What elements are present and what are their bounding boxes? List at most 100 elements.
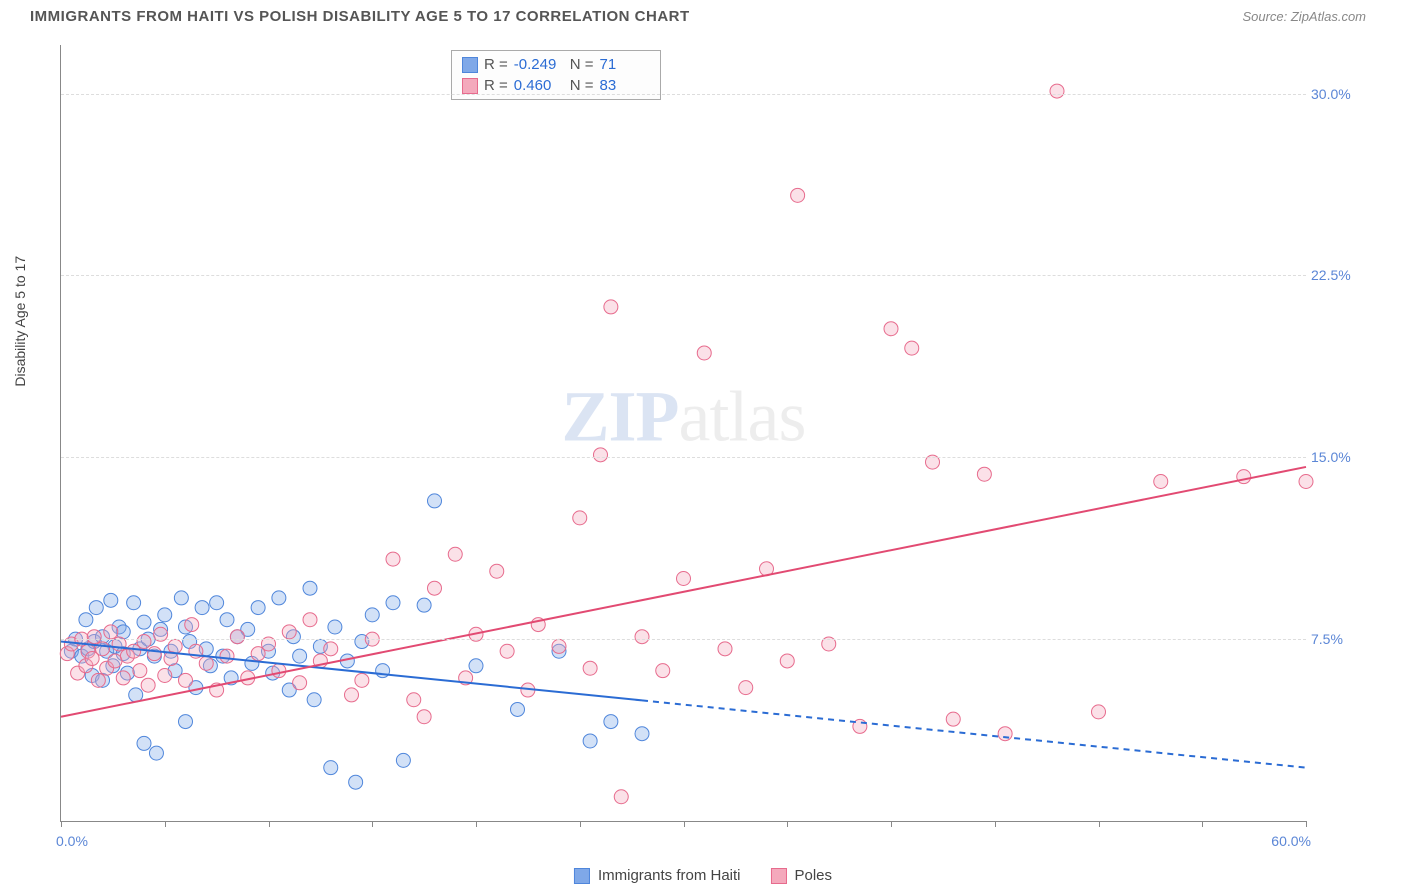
data-point	[697, 346, 711, 360]
chart-svg	[61, 45, 1306, 821]
y-tick-label: 22.5%	[1311, 267, 1366, 283]
plot-area: ZIPatlas R = -0.249 N = 71 R = 0.460 N =…	[60, 45, 1306, 822]
data-point	[490, 564, 504, 578]
data-point	[977, 467, 991, 481]
data-point	[137, 635, 151, 649]
data-point	[469, 659, 483, 673]
data-point	[365, 608, 379, 622]
data-point	[884, 322, 898, 336]
data-point	[614, 790, 628, 804]
data-point	[1092, 705, 1106, 719]
data-point	[230, 630, 244, 644]
data-point	[656, 664, 670, 678]
y-tick-label: 15.0%	[1311, 449, 1366, 465]
data-point	[573, 511, 587, 525]
series-swatch	[462, 57, 478, 73]
data-point	[147, 647, 161, 661]
data-point	[168, 639, 182, 653]
data-point	[293, 676, 307, 690]
data-point	[396, 753, 410, 767]
data-point	[1050, 84, 1064, 98]
data-point	[179, 715, 193, 729]
data-point	[199, 656, 213, 670]
data-point	[349, 775, 363, 789]
grid-line	[61, 457, 1306, 458]
trend-line-extrapolated	[642, 700, 1306, 767]
data-point	[583, 734, 597, 748]
x-tick	[787, 821, 788, 827]
data-point	[303, 581, 317, 595]
data-point	[718, 642, 732, 656]
data-point	[251, 601, 265, 615]
x-tick	[1099, 821, 1100, 827]
data-point	[137, 736, 151, 750]
data-point	[79, 613, 93, 627]
data-point	[635, 727, 649, 741]
data-point	[179, 673, 193, 687]
data-point	[272, 664, 286, 678]
x-tick	[1202, 821, 1203, 827]
x-tick	[61, 821, 62, 827]
chart-container: Disability Age 5 to 17 ZIPatlas R = -0.2…	[30, 35, 1376, 852]
x-tick	[372, 821, 373, 827]
data-point	[780, 654, 794, 668]
data-point	[137, 615, 151, 629]
x-tick	[995, 821, 996, 827]
data-point	[91, 673, 105, 687]
data-point	[511, 702, 525, 716]
chart-title: IMMIGRANTS FROM HAITI VS POLISH DISABILI…	[30, 8, 690, 25]
y-axis-label: Disability Age 5 to 17	[12, 255, 28, 386]
data-point	[174, 591, 188, 605]
r-label: R =	[484, 54, 508, 75]
data-point	[791, 188, 805, 202]
legend-item: Poles	[771, 867, 833, 884]
data-point	[272, 591, 286, 605]
data-point	[149, 746, 163, 760]
source-attribution: Source: ZipAtlas.com	[1242, 9, 1366, 24]
data-point	[89, 601, 103, 615]
data-point	[185, 618, 199, 632]
n-value: 71	[600, 54, 650, 75]
data-point	[220, 649, 234, 663]
data-point	[417, 598, 431, 612]
data-point	[1154, 475, 1168, 489]
x-tick	[1306, 821, 1307, 827]
data-point	[133, 664, 147, 678]
data-point	[998, 727, 1012, 741]
data-point	[87, 630, 101, 644]
data-point	[195, 601, 209, 615]
data-point	[739, 681, 753, 695]
data-point	[220, 613, 234, 627]
grid-line	[61, 275, 1306, 276]
data-point	[96, 642, 110, 656]
legend-label: Immigrants from Haiti	[598, 867, 741, 884]
data-point	[293, 649, 307, 663]
grid-line	[61, 94, 1306, 95]
data-point	[158, 608, 172, 622]
data-point	[407, 693, 421, 707]
x-tick	[580, 821, 581, 827]
data-point	[1299, 475, 1313, 489]
data-point	[583, 661, 597, 675]
data-point	[500, 644, 514, 658]
data-point	[345, 688, 359, 702]
data-point	[386, 596, 400, 610]
x-tick	[476, 821, 477, 827]
data-point	[604, 715, 618, 729]
data-point	[677, 572, 691, 586]
x-axis-min-label: 0.0%	[56, 833, 88, 849]
data-point	[635, 630, 649, 644]
data-point	[116, 671, 130, 685]
data-point	[104, 593, 118, 607]
y-tick-label: 30.0%	[1311, 86, 1366, 102]
x-tick	[684, 821, 685, 827]
data-point	[552, 639, 566, 653]
series-swatch	[462, 78, 478, 94]
legend-item: Immigrants from Haiti	[574, 867, 741, 884]
n-label: N =	[570, 54, 594, 75]
data-point	[386, 552, 400, 566]
data-point	[1237, 470, 1251, 484]
stats-row: R = -0.249 N = 71	[462, 54, 650, 75]
stats-legend-box: R = -0.249 N = 71 R = 0.460 N = 83	[451, 50, 661, 100]
data-point	[355, 673, 369, 687]
